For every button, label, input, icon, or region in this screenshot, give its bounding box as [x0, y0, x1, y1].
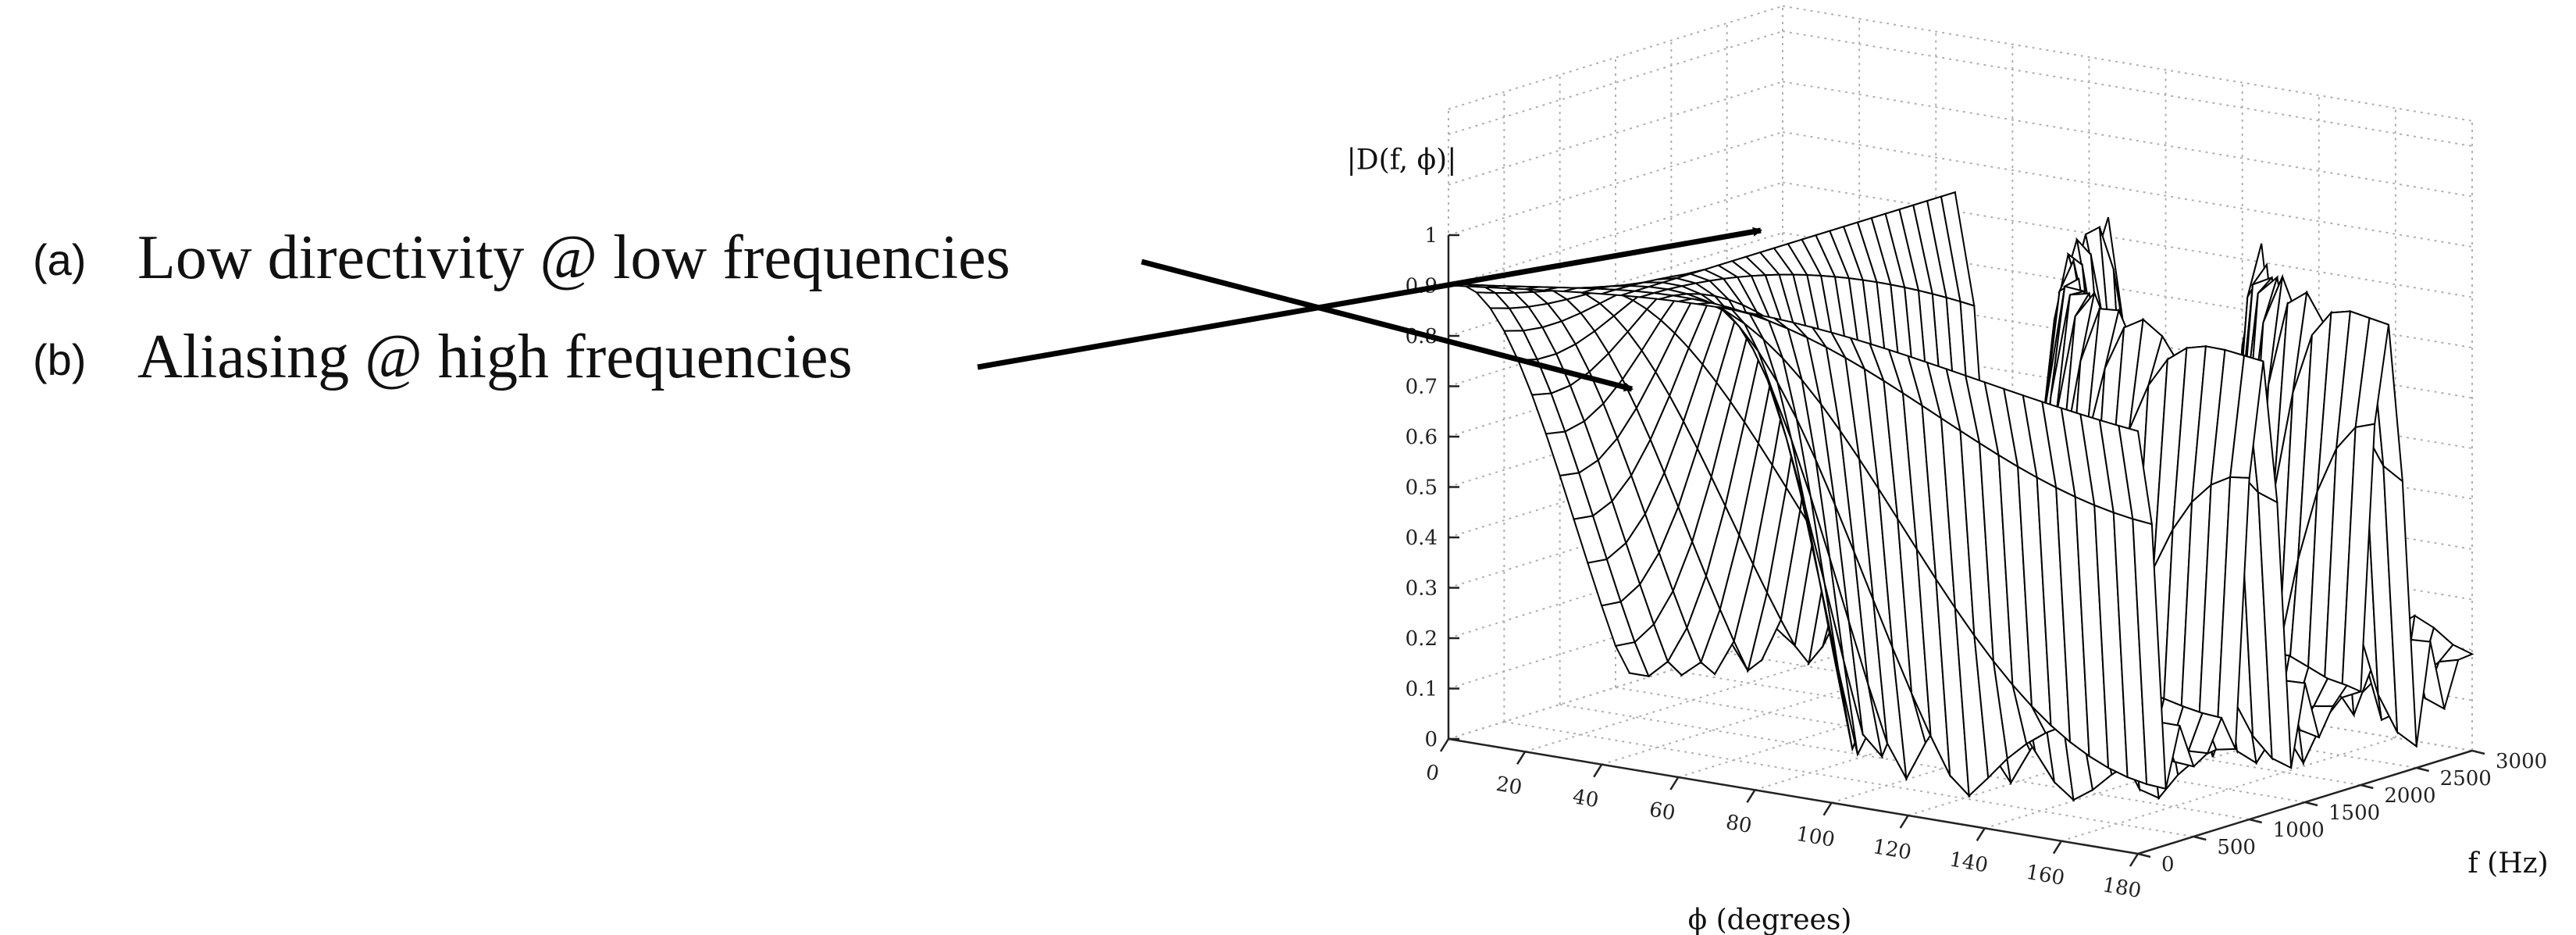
y-tick-label: 2500 [2440, 767, 2492, 790]
grid-line [1782, 30, 2473, 147]
x-tick [1976, 827, 1986, 841]
x-tick [1593, 764, 1603, 778]
grid-line [1448, 434, 1783, 538]
z-tick-label: 0.7 [1406, 376, 1438, 399]
x-tick-label: 0 [1424, 761, 1441, 786]
grid-line [1448, 584, 1783, 690]
x-tick-label: 160 [2024, 861, 2066, 890]
y-tick [2137, 852, 2151, 858]
z-tick-label: 1 [1424, 224, 1438, 248]
x-tick-label: 80 [1724, 811, 1754, 838]
x-tick [2052, 840, 2062, 855]
grid-line [1448, 282, 1783, 387]
x-tick [1822, 802, 1833, 816]
x-tick-label: 40 [1571, 785, 1601, 812]
z-tick-label: 0.3 [1406, 577, 1438, 601]
annotation-a-text: Low directivity @ low frequencies [137, 223, 1010, 292]
z-axis-label: |D(f, ϕ)| [1347, 145, 1457, 177]
y-tick-label: 500 [2217, 836, 2256, 859]
arrow-low-directivity [1141, 259, 1634, 392]
y-tick [2304, 801, 2318, 807]
ticks-layer: 00.10.20.30.40.50.60.70.80.9102040608010… [1406, 224, 2548, 903]
y-tick [2360, 783, 2374, 790]
y-tick-label: 3000 [2496, 750, 2547, 773]
x-axis-label: ϕ (degrees) [1688, 905, 1852, 935]
grid-line [1782, 80, 2473, 198]
grid-line [1448, 484, 1783, 589]
grid-line [1448, 181, 1783, 287]
grid-line [1448, 5, 1783, 110]
z-tick-label: 0.2 [1406, 627, 1438, 651]
annotation-a-tag: (a) [33, 235, 87, 284]
x-tick-label: 100 [1794, 823, 1837, 852]
arrow-aliasing [977, 227, 1762, 370]
grid-line [1448, 30, 1783, 135]
y-tick-label: 1500 [2328, 801, 2380, 825]
grid-line [1448, 131, 1783, 236]
y-axis-label: f (Hz) [2467, 848, 2548, 880]
grid-line [1448, 80, 1783, 186]
y-tick-label: 1000 [2273, 819, 2325, 842]
x-tick [2129, 853, 2140, 867]
y-tick [2193, 835, 2207, 841]
z-tick-label: 0.1 [1406, 678, 1438, 701]
z-tick-label: 0 [1424, 728, 1438, 751]
x-tick-label: 120 [1871, 835, 1913, 865]
x-tick-label: 60 [1648, 798, 1677, 825]
z-tick-label: 0.4 [1406, 526, 1438, 550]
x-tick [1516, 751, 1527, 765]
x-axis-line [1448, 737, 2139, 855]
annotation-b-text: Aliasing @ high frequencies [137, 323, 853, 391]
annotation-b-tag: (b) [33, 335, 87, 384]
y-tick [2249, 818, 2262, 824]
grid-line [1984, 724, 2320, 830]
x-tick-label: 20 [1495, 773, 1524, 800]
grid-line [1448, 383, 1783, 488]
grid-line [1782, 5, 2473, 122]
y-tick [2416, 766, 2429, 773]
surface-patch [2118, 424, 2154, 526]
grid-line [2061, 737, 2396, 842]
x-tick [1899, 815, 1909, 829]
grid-line [1448, 534, 1783, 639]
surface-layer [1448, 191, 2474, 802]
y-tick-label: 2000 [2384, 784, 2435, 808]
x-tick [1669, 776, 1680, 790]
y-tick-label: 0 [2161, 853, 2175, 876]
y-tick [2471, 749, 2485, 755]
grid-line [1448, 333, 1783, 437]
x-tick [1746, 789, 1756, 803]
axis-labels: |D(f, ϕ)| ϕ (degrees) f (Hz) [1347, 145, 2549, 935]
x-tick [1439, 738, 1450, 752]
x-tick-label: 180 [2100, 873, 2143, 903]
x-tick-label: 140 [1947, 848, 1990, 877]
z-tick-label: 0.5 [1406, 476, 1438, 500]
z-tick-label: 0.6 [1406, 426, 1438, 449]
annotation-arrows [977, 227, 1762, 392]
